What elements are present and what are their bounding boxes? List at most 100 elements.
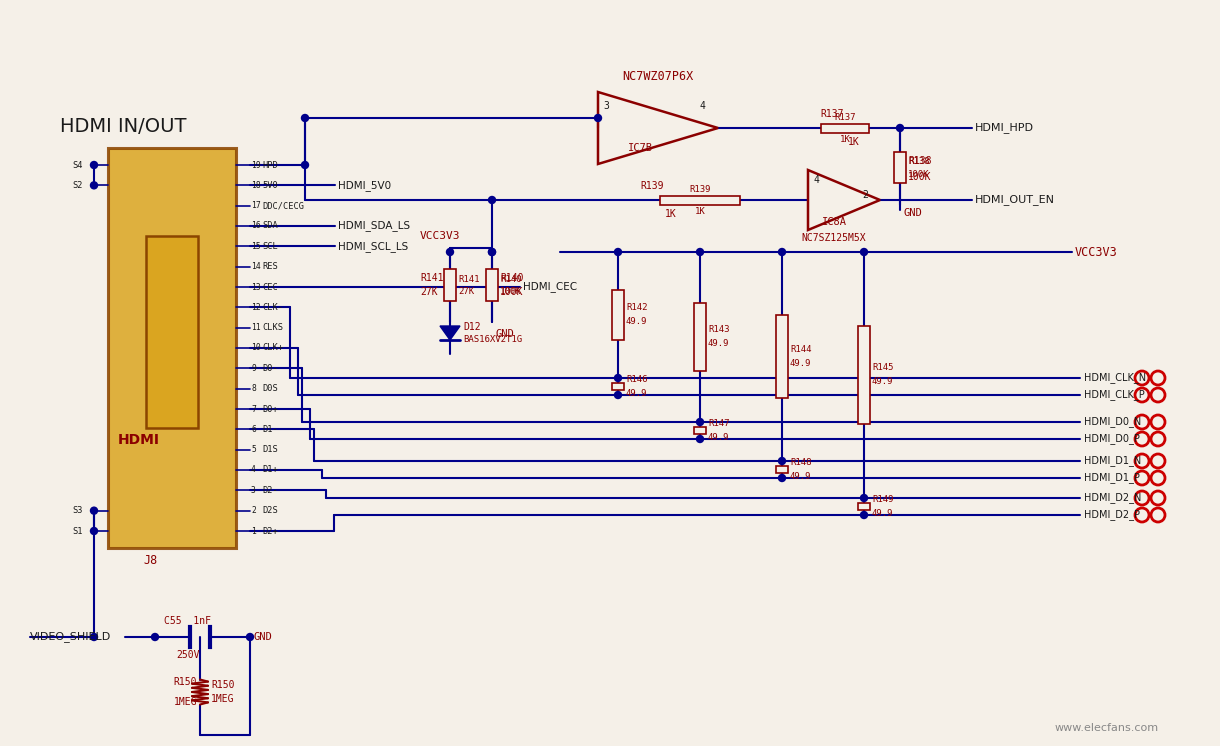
Circle shape (301, 161, 309, 169)
Text: 4: 4 (251, 466, 256, 474)
Bar (894, 151, 906, 184)
Text: R142: R142 (626, 304, 648, 313)
Circle shape (90, 161, 98, 169)
Text: HPD: HPD (262, 160, 278, 169)
Text: D2S: D2S (262, 507, 278, 515)
Circle shape (860, 495, 867, 501)
Text: 4: 4 (813, 175, 819, 185)
Bar (146, 236, 198, 428)
Text: SCL: SCL (262, 242, 278, 251)
Circle shape (897, 125, 904, 131)
Text: R150: R150 (173, 677, 196, 687)
Text: 5V0: 5V0 (262, 181, 278, 189)
Text: 100K: 100K (500, 287, 521, 296)
Text: R140: R140 (500, 275, 521, 283)
Circle shape (860, 512, 867, 518)
Text: VCC3V3: VCC3V3 (420, 231, 460, 241)
Polygon shape (440, 326, 460, 340)
Text: 12: 12 (251, 303, 261, 312)
Bar (109, 148, 235, 548)
Text: D0+: D0+ (262, 404, 278, 413)
Circle shape (697, 436, 704, 442)
Circle shape (301, 114, 309, 122)
Text: 1K: 1K (665, 209, 677, 219)
Circle shape (697, 248, 704, 255)
Text: R138: R138 (908, 156, 932, 166)
Text: HDMI_D1_N: HDMI_D1_N (1085, 456, 1141, 466)
Text: D1-: D1- (262, 424, 278, 434)
Text: R139: R139 (689, 184, 711, 193)
Text: R139: R139 (640, 181, 664, 191)
Bar (776, 315, 788, 398)
Text: 49.9: 49.9 (872, 377, 893, 386)
Circle shape (488, 196, 495, 204)
Circle shape (90, 507, 98, 514)
Bar (694, 427, 706, 434)
Text: HDMI_5V0: HDMI_5V0 (338, 180, 392, 191)
Bar (821, 124, 869, 133)
Circle shape (615, 248, 621, 255)
Bar (612, 289, 623, 340)
Text: 1MEG: 1MEG (211, 694, 234, 704)
Text: HDMI_HPD: HDMI_HPD (975, 122, 1035, 134)
Bar (486, 269, 498, 301)
Text: HDMI_D2_P: HDMI_D2_P (1085, 510, 1139, 521)
Text: HDMI_CLK_N: HDMI_CLK_N (1085, 372, 1146, 383)
Text: D2+: D2+ (262, 527, 278, 536)
Text: S1: S1 (72, 527, 83, 536)
Text: HDMI_SCL_LS: HDMI_SCL_LS (338, 241, 409, 252)
Text: R148: R148 (791, 458, 811, 467)
Text: 14: 14 (251, 262, 261, 271)
Text: DDC/CECG: DDC/CECG (262, 201, 304, 210)
Text: R141: R141 (458, 275, 479, 283)
Text: D2-: D2- (262, 486, 278, 495)
Text: BAS16XV2T1G: BAS16XV2T1G (464, 336, 522, 345)
Text: S2: S2 (72, 181, 83, 189)
Text: HDMI_OUT_EN: HDMI_OUT_EN (975, 195, 1055, 205)
Circle shape (778, 474, 786, 481)
Circle shape (90, 182, 98, 189)
Text: D0-: D0- (262, 364, 278, 373)
Text: RES: RES (262, 262, 278, 271)
Circle shape (447, 248, 454, 255)
Text: HDMI_SDA_LS: HDMI_SDA_LS (338, 221, 410, 231)
Circle shape (778, 457, 786, 465)
Text: VIDEO_SHIELD: VIDEO_SHIELD (30, 632, 111, 642)
Text: SDA: SDA (262, 222, 278, 231)
Text: 6: 6 (251, 424, 256, 434)
Text: 1K: 1K (839, 134, 850, 143)
Text: 1: 1 (251, 527, 256, 536)
Text: 27K: 27K (458, 287, 475, 296)
Text: 1K: 1K (694, 207, 705, 216)
Text: R137: R137 (834, 113, 855, 122)
Text: 10: 10 (251, 343, 261, 353)
Bar (858, 503, 870, 510)
Text: CEC: CEC (262, 283, 278, 292)
Circle shape (594, 114, 601, 122)
Text: R150: R150 (211, 680, 234, 690)
Circle shape (90, 527, 98, 534)
Text: 2: 2 (251, 507, 256, 515)
Text: R143: R143 (708, 325, 730, 334)
Text: CLK-: CLK- (262, 303, 283, 312)
Text: 7: 7 (251, 404, 256, 413)
Text: 5: 5 (251, 445, 256, 454)
Bar (858, 326, 870, 424)
Circle shape (90, 633, 98, 641)
Text: 49.9: 49.9 (791, 472, 811, 481)
Text: 4: 4 (700, 101, 706, 111)
Text: 16: 16 (251, 222, 261, 231)
Bar (612, 383, 623, 390)
Text: 3: 3 (603, 101, 609, 111)
Text: R145: R145 (872, 363, 893, 372)
Text: www.elecfans.com: www.elecfans.com (1055, 723, 1159, 733)
Text: 9: 9 (251, 364, 256, 373)
Circle shape (697, 419, 704, 425)
Bar (776, 466, 788, 473)
Text: 27K: 27K (420, 287, 438, 297)
Text: CLKS: CLKS (262, 323, 283, 332)
Text: D1S: D1S (262, 445, 278, 454)
Text: 100K: 100K (908, 172, 932, 182)
Circle shape (615, 392, 621, 398)
Text: 13: 13 (251, 283, 261, 292)
